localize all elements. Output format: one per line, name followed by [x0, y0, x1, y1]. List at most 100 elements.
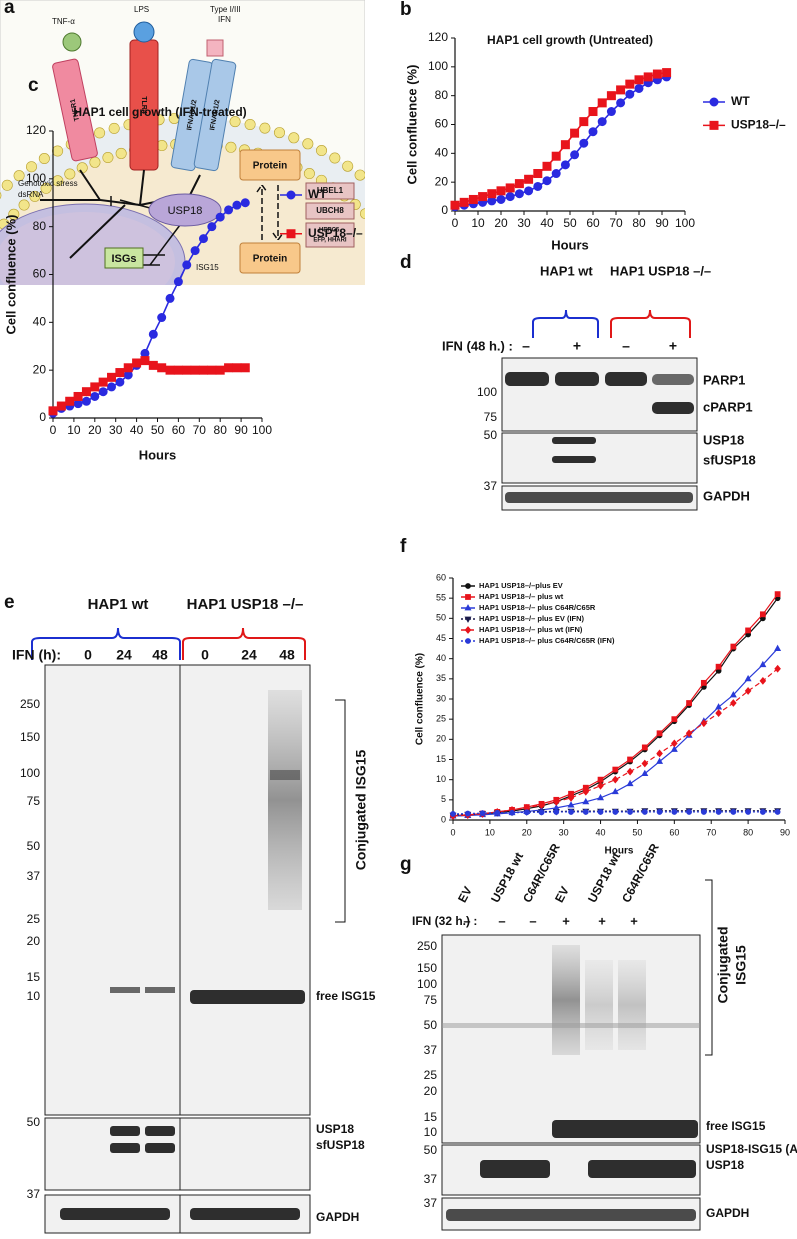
marker [612, 775, 619, 784]
lane-label: + [562, 913, 570, 928]
y-tick-label: 45 [436, 633, 446, 643]
lipid-head [302, 138, 314, 150]
mw-marker: 50 [424, 1018, 438, 1032]
y-tick-label: 60 [436, 572, 446, 582]
marker [157, 363, 167, 373]
label: IFN [218, 15, 231, 24]
mw-marker: 10 [424, 1125, 438, 1139]
marker [745, 627, 752, 634]
y-tick-label: 60 [33, 267, 47, 281]
y-tick-label: 0 [39, 410, 46, 424]
marker [588, 127, 598, 137]
marker [597, 793, 605, 801]
legend-marker [465, 583, 471, 589]
marker [745, 809, 752, 815]
marker [744, 674, 752, 682]
marker [551, 169, 561, 179]
band [442, 1023, 700, 1028]
band-label: GAPDH [316, 1210, 359, 1224]
y-tick-label: 0 [441, 814, 446, 824]
mw-marker: 10 [27, 989, 41, 1003]
y-tick-label: 0 [441, 203, 448, 217]
x-tick-label: 80 [743, 827, 753, 837]
marker [73, 391, 83, 401]
x-tick-label: 80 [214, 423, 228, 437]
marker [700, 679, 707, 686]
lipid-head [354, 169, 365, 181]
mw-marker: 100 [477, 385, 497, 399]
marker [715, 709, 722, 718]
lane-label: 48 [152, 647, 168, 663]
legend-label: HAP1 USP18–/– plus C64R/C65R [479, 603, 596, 612]
lipid-head [259, 122, 271, 134]
y-tick-label: 10 [436, 774, 446, 784]
bracket [182, 627, 306, 660]
legend-marker [709, 97, 719, 107]
legend-marker [465, 594, 471, 600]
protein-box [239, 149, 301, 181]
ligand [206, 39, 224, 57]
bracket [705, 879, 713, 1056]
mw-marker: 15 [424, 1110, 438, 1124]
label: TLR4 [140, 96, 147, 114]
band-label: USP18-ISG15 (ABP) [706, 1142, 797, 1156]
band-label: cPARP1 [703, 399, 753, 414]
mw-marker: 25 [27, 912, 41, 926]
x-tick-label: 60 [669, 827, 679, 837]
ligand [62, 32, 82, 52]
label: TNFR1 [70, 98, 82, 122]
lipid-head [229, 116, 241, 128]
x-axis-label: Hours [605, 846, 634, 857]
y-tick-label: 25 [436, 714, 446, 724]
mw-marker: 37 [484, 479, 498, 493]
marker [730, 809, 737, 815]
y-tick-label: 40 [33, 315, 47, 329]
marker [514, 189, 524, 199]
marker [641, 809, 648, 815]
lipid-head [13, 170, 25, 182]
legend-label: HAP1 USP18–/– plus wt (IFN) [479, 625, 583, 634]
marker [625, 89, 635, 99]
smear [585, 960, 613, 1050]
band [480, 1160, 550, 1178]
mw-marker: 37 [27, 869, 41, 883]
legend-marker [464, 604, 472, 611]
x-axis-label: Hours [139, 447, 177, 462]
y-tick-label: 100 [428, 59, 448, 73]
legend-marker [464, 626, 472, 634]
marker [662, 68, 672, 78]
label: Protein [253, 254, 287, 265]
x-tick-label: 40 [596, 827, 606, 837]
band-label: free ISG15 [706, 1119, 766, 1133]
mw-marker: 250 [20, 697, 40, 711]
band [505, 492, 693, 503]
ligand [133, 21, 155, 43]
band [110, 1143, 140, 1153]
lane-label: – [622, 338, 630, 354]
mw-marker: 100 [417, 977, 437, 991]
bracket [31, 627, 181, 660]
x-tick-label: 70 [609, 216, 623, 230]
group-label: HAP1 USP18 –/– [610, 263, 711, 278]
legend-marker [286, 190, 296, 200]
band-label: free ISG15 [316, 989, 376, 1003]
marker [671, 739, 678, 748]
marker [597, 781, 604, 790]
x-tick-label: 0 [50, 423, 57, 437]
marker [715, 663, 722, 670]
legend-label: USP18–/– [308, 226, 363, 240]
blot-e [31, 627, 346, 1234]
isgs-shape [104, 247, 144, 269]
marker [588, 107, 598, 117]
legend-label: WT [308, 187, 327, 201]
band [505, 372, 549, 386]
panel-label: a [4, 0, 15, 18]
marker [570, 150, 580, 160]
marker [656, 757, 664, 764]
mw-marker: 50 [424, 1143, 438, 1157]
marker [560, 140, 570, 150]
x-tick-label: 10 [485, 827, 495, 837]
marker [450, 811, 456, 817]
band [552, 1120, 698, 1138]
x-tick-label: 40 [130, 423, 144, 437]
